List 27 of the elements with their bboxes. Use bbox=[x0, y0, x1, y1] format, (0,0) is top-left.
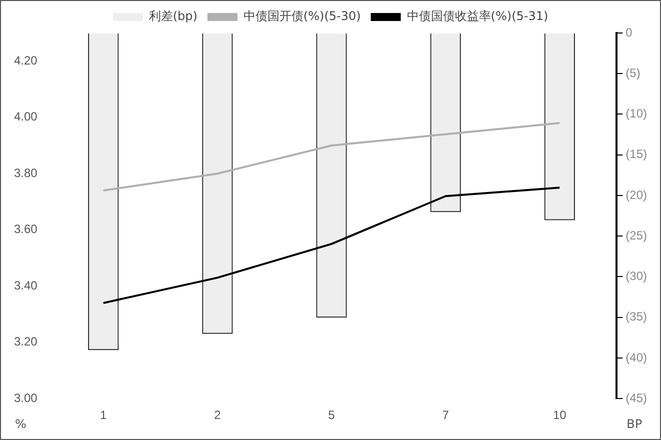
y2-tick-label: (30) bbox=[626, 269, 648, 284]
y2-tick-label: 0 bbox=[626, 25, 633, 40]
legend-label: 中债国债收益率(%)(5-31) bbox=[406, 9, 548, 24]
x-tick-label: 1 bbox=[100, 408, 108, 422]
x-tick-label: 10 bbox=[552, 408, 567, 422]
y-tick-label: 3.00 bbox=[14, 390, 38, 405]
y2-tick-label: (20) bbox=[626, 188, 648, 202]
y2-tick-label: (5) bbox=[626, 66, 640, 80]
y-tick-label: 3.40 bbox=[14, 278, 38, 292]
y2-tick-label: (40) bbox=[626, 350, 648, 364]
y2-tick-label: (10) bbox=[626, 106, 648, 121]
y2-tick-label: (35) bbox=[626, 310, 648, 324]
y-tick-label: 3.80 bbox=[14, 166, 38, 180]
x-tick-label: 7 bbox=[442, 408, 450, 422]
x-tick-label: 5 bbox=[328, 408, 336, 422]
legend-label: 中债国开债(%)(5-30) bbox=[243, 9, 361, 24]
y-tick-label: 3.20 bbox=[14, 334, 38, 349]
y2-tick-label: (25) bbox=[626, 228, 648, 242]
y-tick-label: 4.20 bbox=[14, 53, 38, 68]
y-tick-label: 4.00 bbox=[14, 110, 38, 124]
y2-tick-label: (15) bbox=[626, 147, 648, 162]
y-axis-title: % bbox=[15, 417, 26, 432]
y2-axis-title: BP bbox=[626, 417, 642, 432]
y-tick-label: 3.60 bbox=[14, 222, 38, 236]
y2-tick-label: (45) bbox=[626, 390, 648, 405]
x-tick-label: 2 bbox=[214, 408, 222, 422]
legend-label: 利差(bp) bbox=[148, 9, 198, 24]
